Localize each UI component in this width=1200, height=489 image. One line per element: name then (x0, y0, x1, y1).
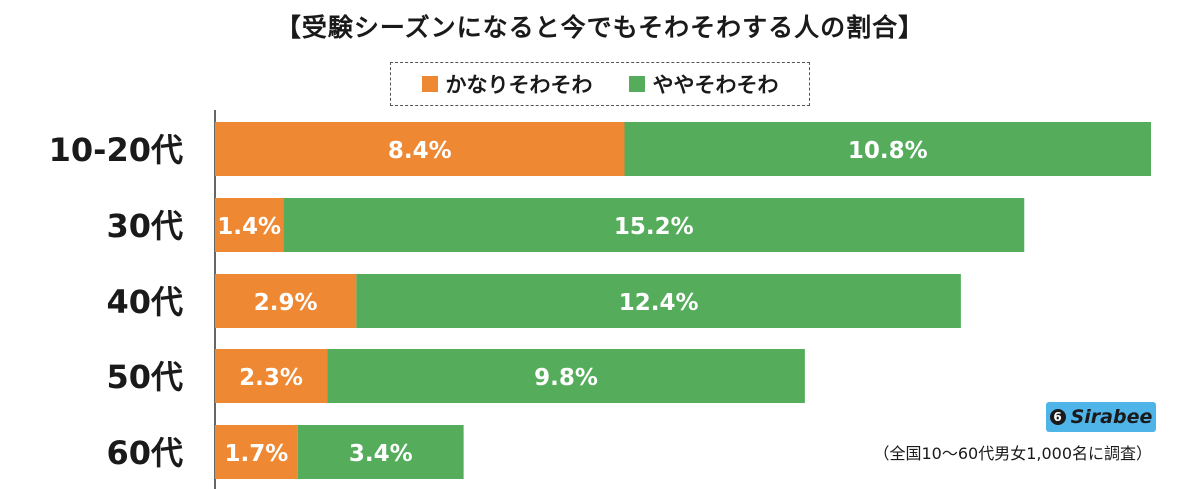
bar-segment (283, 198, 1025, 252)
legend-label-strong: かなりそわそわ (445, 73, 593, 97)
legend-item-mild: ややそわそわ (628, 69, 779, 99)
bar-segment (215, 198, 284, 252)
category-label: 40代 (106, 283, 183, 321)
data-label: 12.4% (619, 290, 699, 316)
data-label: 8.4% (388, 138, 452, 164)
category-label: 60代 (106, 434, 183, 472)
data-label: 1.7% (225, 441, 289, 467)
legend-label-mild: ややそわそわ (652, 73, 779, 97)
legend-swatch-mild (628, 76, 645, 92)
data-label: 1.4% (217, 214, 281, 240)
data-label: 2.3% (239, 365, 303, 391)
logo-mark-icon: 6 (1049, 409, 1066, 425)
category-label: 30代 (106, 207, 183, 245)
bar-segment (215, 122, 625, 176)
bar-segment (297, 425, 464, 479)
data-label: 9.8% (534, 365, 598, 391)
bar-segment (215, 425, 298, 479)
data-label: 2.9% (254, 290, 318, 316)
data-label: 3.4% (349, 441, 413, 467)
logo-text: Sirabee (1070, 406, 1153, 428)
bar-segment (327, 349, 805, 403)
data-label: 10.8% (848, 138, 928, 164)
legend: かなりそわそわ ややそわそわ (390, 62, 810, 106)
survey-footnote: （全国10〜60代男女1,000名に調査） (873, 444, 1152, 463)
bar-segment (624, 122, 1151, 176)
chart-title: 【受験シーズンになると今でもそわそわする人の割合】 (275, 13, 925, 42)
legend-swatch-strong (421, 76, 438, 92)
legend-item-strong: かなりそわそわ (421, 69, 593, 99)
category-label: 10-20代 (49, 131, 183, 169)
data-label: 15.2% (614, 214, 694, 240)
category-label: 50代 (106, 358, 183, 396)
bar-segment (356, 274, 961, 328)
sirabee-logo: 6 Sirabee (1046, 402, 1156, 432)
bar-segment (215, 349, 328, 403)
bar-segment (215, 274, 357, 328)
